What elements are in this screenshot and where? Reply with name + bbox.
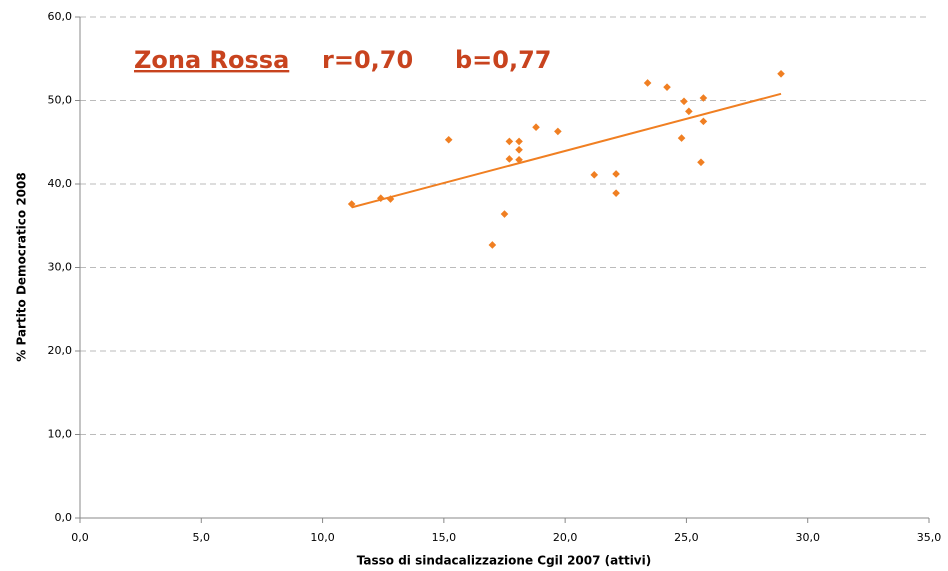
x-tick-label: 25,0 (674, 531, 699, 544)
annotation-r: r=0,70 (322, 46, 413, 74)
y-tick-label: 60,0 (48, 10, 73, 23)
annotation-b: b=0,77 (455, 46, 552, 74)
point (663, 83, 671, 91)
x-tick-label: 35,0 (917, 531, 942, 544)
point (505, 137, 514, 146)
point (699, 94, 708, 102)
y-axis-title: % Partito Democratico 2008 (15, 172, 29, 361)
y-tick-label: 40,0 (48, 177, 73, 190)
point (515, 145, 523, 154)
point (643, 79, 652, 87)
point (505, 155, 514, 163)
point (685, 107, 693, 116)
y-tick-label: 10,0 (48, 428, 73, 441)
x-tick-label: 20,0 (553, 531, 578, 544)
point (488, 241, 497, 249)
point (699, 117, 708, 126)
point (500, 210, 509, 218)
point (515, 155, 523, 164)
point (680, 97, 688, 106)
point (347, 200, 356, 208)
point (386, 195, 395, 203)
point (444, 135, 453, 144)
point (515, 137, 523, 146)
x-tick-label: 0,0 (71, 531, 89, 544)
point (590, 171, 599, 179)
annotation-title: Zona Rossa (134, 46, 289, 74)
x-tick-label: 15,0 (432, 531, 457, 544)
x-tick-label: 10,0 (310, 531, 335, 544)
point (532, 123, 540, 132)
point (697, 158, 705, 167)
point (554, 127, 562, 136)
point (612, 189, 620, 197)
x-tick-label: 30,0 (795, 531, 820, 544)
y-tick-label: 30,0 (48, 261, 73, 274)
point (777, 69, 785, 78)
y-tick-label: 50,0 (48, 94, 73, 107)
x-tick-label: 5,0 (193, 531, 211, 544)
y-tick-label: 20,0 (48, 344, 73, 357)
x-axis-title: Tasso di sindacalizzazione Cgil 2007 (at… (357, 554, 651, 568)
point (376, 194, 385, 202)
point (677, 134, 686, 142)
trendline (351, 92, 782, 209)
point (612, 170, 620, 178)
y-tick-label: 0,0 (55, 511, 73, 524)
